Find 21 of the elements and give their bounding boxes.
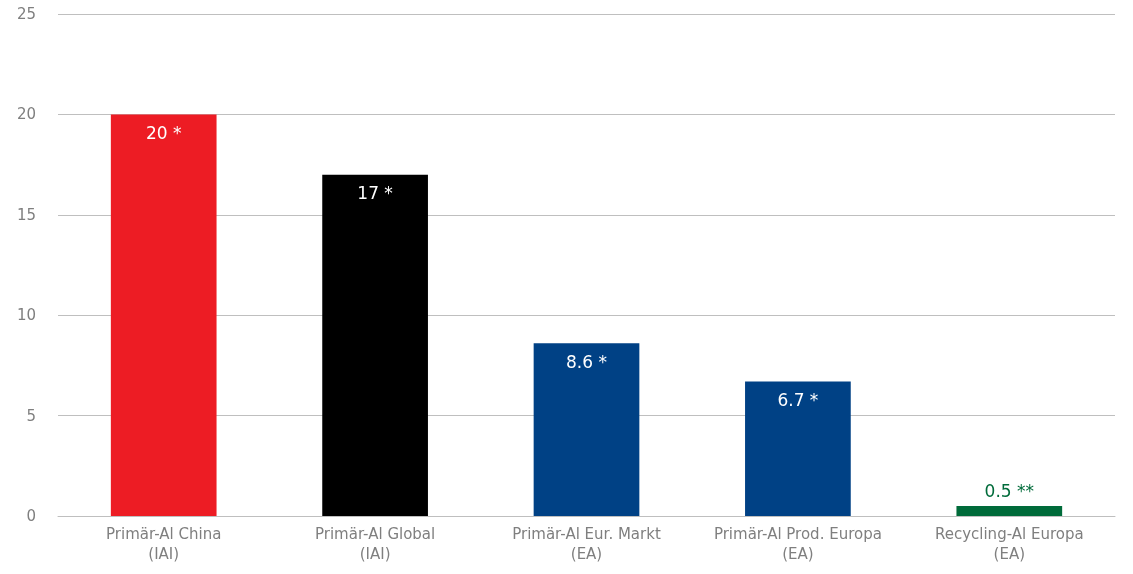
x-tick-label: Recycling-Al Europa (EA) (934, 525, 1084, 563)
x-tick-label: Primär-Al Prod. Europa (EA) (713, 525, 882, 563)
x-tick-label: Primär-Al Eur. Markt (EA) (512, 525, 661, 563)
data-label: 17 * (357, 183, 393, 204)
x-tick-label: Primär-Al Global (IAI) (314, 525, 436, 563)
data-label: 20 * (145, 122, 182, 143)
bar (533, 343, 640, 516)
y-tick-label: 15 (16, 205, 36, 224)
bar (745, 381, 851, 516)
y-tick-label: 25 (16, 5, 36, 23)
y-tick-label: 20 (16, 105, 36, 124)
y-tick-label: 0 (26, 507, 36, 525)
y-tick-label: 5 (26, 406, 36, 425)
y-tick-label: 10 (16, 306, 36, 325)
data-label: 0.5 ** (984, 481, 1035, 502)
x-tick-label: Primär-Al China (IAI) (106, 525, 222, 563)
bar (322, 174, 428, 516)
data-label: 8.6 * (566, 351, 607, 372)
bar (956, 505, 1063, 516)
bar (110, 114, 217, 516)
data-label: 6.7 * (777, 389, 819, 410)
